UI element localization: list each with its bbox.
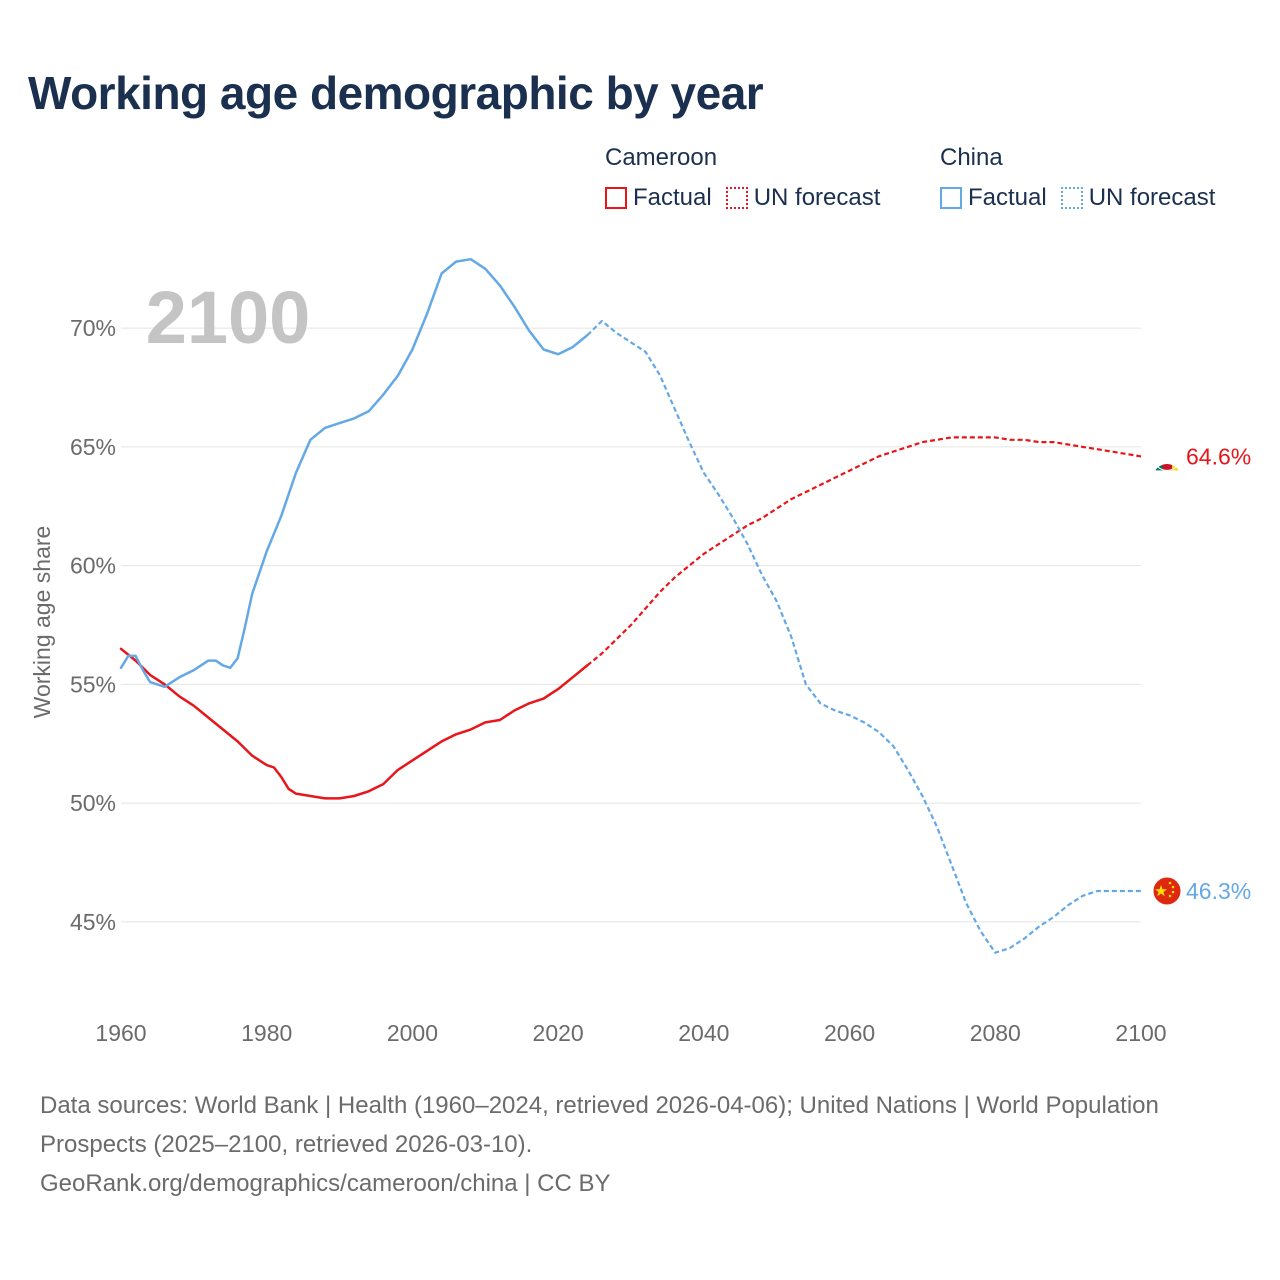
legend-swatch-solid: [940, 187, 962, 209]
end-label-cameroon: 64.6%: [1186, 443, 1251, 469]
y-tick-label: 65%: [70, 434, 116, 460]
legend-label-factual: Factual: [968, 184, 1047, 211]
series-line-cameroon-factual[interactable]: [119, 647, 589, 800]
legend-item-china-factual[interactable]: Factual: [940, 184, 1047, 212]
legend-swatch-dotted: [725, 187, 748, 209]
y-tick-label: 55%: [70, 671, 116, 697]
y-tick-label: 60%: [70, 553, 116, 579]
x-tick-label: 2020: [533, 1020, 584, 1046]
x-tick-label: 2080: [970, 1020, 1021, 1046]
series-line-china-forecast[interactable]: [586, 319, 1141, 954]
footer: Data sources: World Bank | Health (1960–…: [40, 1086, 1200, 1203]
x-tick-label: 2040: [678, 1020, 729, 1046]
chart-title: Working age demographic by year: [28, 67, 764, 119]
legend-cameroon: Cameroon Factual UN forecast: [605, 144, 880, 212]
legend-item-cameroon-forecast[interactable]: UN forecast: [725, 184, 881, 212]
china-flag: [1153, 877, 1181, 905]
legend-item-china-forecast[interactable]: UN forecast: [1060, 184, 1216, 212]
y-tick-label: 70%: [70, 315, 116, 341]
x-tick-label: 1980: [241, 1020, 292, 1046]
legend-item-cameroon-factual[interactable]: Factual: [605, 184, 712, 212]
series-line-cameroon-forecast[interactable]: [586, 436, 1142, 667]
series-line-china-factual[interactable]: [119, 257, 589, 689]
legend-swatch-solid: [605, 187, 627, 209]
data-sources: Data sources: World Bank | Health (1960–…: [40, 1092, 1159, 1158]
legend-label-un-forecast: UN forecast: [753, 184, 881, 211]
legend-group-name-cameroon: Cameroon: [605, 144, 718, 171]
legend-label-un-forecast: UN forecast: [1088, 184, 1216, 211]
legend-swatch-dotted: [1060, 187, 1083, 209]
x-tick-label: 2060: [824, 1020, 875, 1046]
end-label-china: 46.3%: [1186, 878, 1251, 904]
legend-china: China Factual UN forecast: [940, 144, 1215, 212]
y-axis-label: Working age share: [29, 526, 55, 719]
x-tick-label: 2100: [1115, 1020, 1166, 1046]
x-tick-label: 1960: [95, 1020, 146, 1046]
y-tick-label: 50%: [70, 790, 116, 816]
attribution: GeoRank.org/demographics/cameroon/china …: [40, 1170, 611, 1197]
x-tick-label: 2000: [387, 1020, 438, 1046]
line-chart: 2100 45% 50% 55% 60% 65% 70% 1960 1980 2000 2020…: [29, 257, 1251, 1046]
legend-label-factual: Factual: [633, 184, 712, 211]
year-watermark: 2100: [146, 276, 311, 359]
legend-group-name-china: China: [940, 144, 1003, 171]
y-tick-label: 45%: [70, 909, 116, 935]
